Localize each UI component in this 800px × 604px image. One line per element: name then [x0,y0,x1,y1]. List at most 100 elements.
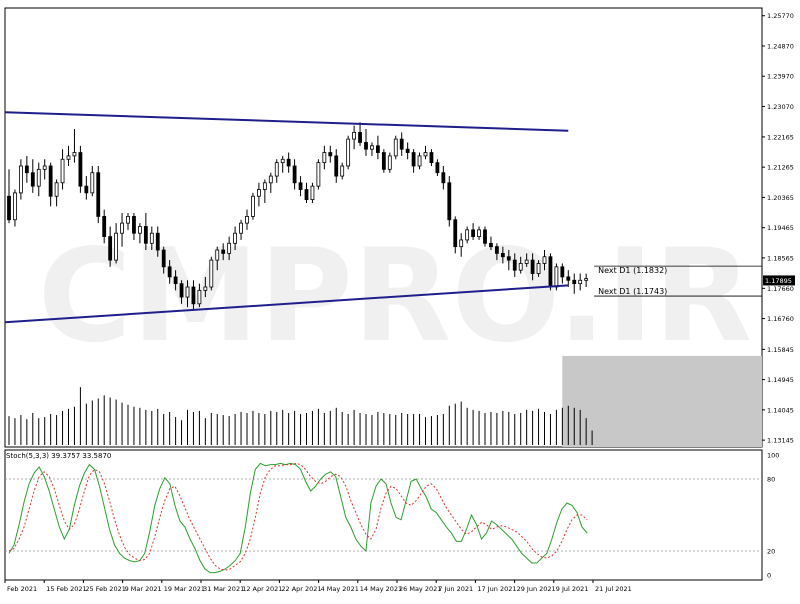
candle-body [387,155,392,170]
candle [7,169,11,224]
price-axis-label: 1.18565 [767,254,794,262]
candle [584,273,589,287]
candle [268,172,273,193]
candle [274,159,279,183]
candle [179,280,184,304]
candle [477,226,481,240]
candle [96,165,101,224]
candle-body [54,182,59,197]
candle-body [90,172,95,194]
price-axis-label: 1.16760 [767,315,794,323]
candle-body [304,189,309,201]
candle-body [30,172,35,187]
candle [203,276,208,298]
candle [102,209,107,244]
stochastic-title: Stoch(5,3,3) 39.3757 33.5870 [6,452,111,460]
candle-body [364,142,368,150]
candle [245,209,249,230]
candle [370,142,374,156]
candle [566,270,571,287]
stoch-main-line [8,462,588,574]
price-axis-label: 1.13145 [767,437,794,445]
candle-body [375,145,380,153]
candle [536,260,541,277]
candle [411,149,416,173]
candle-body [132,216,136,234]
candle-body [399,138,404,150]
channel-lower-line[interactable] [4,284,569,324]
time-axis-label: 26 May 2021 [399,585,441,593]
candle-body [13,192,17,221]
candle [262,179,267,203]
candle-body [66,155,71,160]
candle-body [429,152,434,164]
candle-body [24,165,29,174]
candle-body [500,252,505,258]
candle [292,159,297,190]
candle-body [465,229,470,241]
candle [465,226,470,244]
candle [30,159,35,193]
candle [209,256,214,291]
time-axis-label: 9 Mar 2021 [125,585,162,593]
candle-body [358,131,362,143]
candle-body [346,138,351,167]
candle-body [298,182,303,190]
candle [387,152,392,173]
price-axis-label: 1.14045 [767,406,794,414]
candle [173,270,178,291]
candle [340,162,345,180]
candle [530,253,535,281]
time-axis-label: 7 Jun 2021 [438,585,473,593]
candle [239,219,243,240]
candle-body [120,222,124,234]
candle-body [524,259,529,264]
channel-upper-line[interactable] [4,111,569,132]
candle-body [179,283,184,298]
candle-body [554,266,559,288]
candle [114,223,118,264]
price-axis-label: 1.24870 [767,42,794,50]
candle-body [126,216,130,224]
time-axis-label: 15 Feb 2021 [46,585,86,593]
candle [13,189,17,227]
candle-body [506,256,511,261]
time-axis-label: 12 Apr 2021 [242,585,282,593]
candle [471,223,476,240]
candle-body [209,259,214,288]
candle [417,152,422,170]
candle [500,246,505,264]
candle [143,213,148,251]
candle [167,260,172,284]
candle-body [560,266,565,278]
candle-body [453,219,458,248]
candle-body [471,229,476,237]
candle-body [161,249,166,268]
candle-body [78,152,83,187]
candle-body [328,152,333,157]
candle-body [417,155,422,167]
price-axis-label: 1.19465 [767,224,794,232]
time-axis-label: 14 May 2021 [360,585,402,593]
candle-body [18,165,23,194]
candle [399,132,404,156]
candle [126,213,130,230]
stoch-axis-label: 0 [767,572,771,580]
candle [84,176,89,200]
time-axis-label: 22 Apr 2021 [281,585,321,593]
candle-body [483,229,487,244]
candle [197,283,202,308]
candle [310,182,315,203]
candle-body [494,246,499,254]
candle [256,182,261,207]
candle [441,165,446,190]
candle-body [102,216,107,237]
candle-body [393,138,398,157]
candle-body [239,222,243,234]
candle-body [268,175,273,184]
stoch-signal-line [8,462,588,571]
candle [298,176,303,197]
